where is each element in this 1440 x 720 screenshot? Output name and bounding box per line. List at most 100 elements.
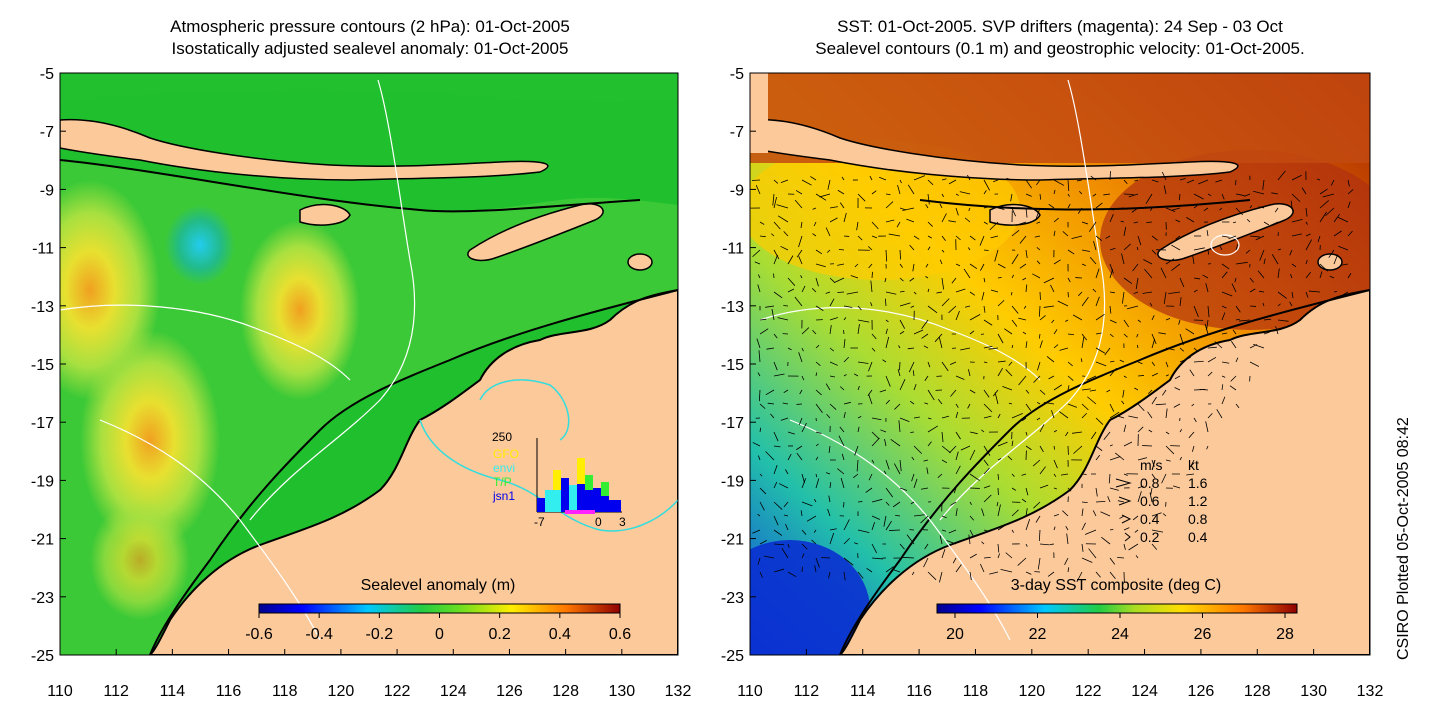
velocity-arrow [1025, 445, 1032, 451]
velocity-arrow [1216, 409, 1223, 419]
velocity-arrow [955, 508, 958, 517]
velocity-arrow [1151, 372, 1159, 377]
velocity-arrow [1228, 235, 1237, 240]
velocity-arrow [1163, 185, 1167, 195]
velocity-arrow [1246, 219, 1251, 223]
velocity-arrow [843, 374, 847, 377]
velocity-arrow [938, 336, 943, 349]
velocity-arrow [1146, 221, 1153, 224]
axis-labels: 110 112 114 116 118 120 122 124 126 128 130 132 -5 -7… [31, 66, 1384, 700]
velocity-arrow [814, 565, 817, 573]
velocity-arrow [771, 233, 775, 237]
inset-x-tick-2: 3 [619, 515, 626, 529]
velocity-arrow [1095, 235, 1103, 241]
velocity-arrow [1011, 473, 1015, 477]
velocity-arrow [927, 441, 932, 447]
velocity-arrow [1109, 269, 1114, 279]
velocity-arrow [828, 495, 831, 503]
velocity-arrow [939, 571, 943, 583]
velocity-arrow [1067, 567, 1070, 573]
velocity-arrow [1123, 319, 1130, 328]
velocity-arrow [941, 361, 949, 372]
velocity-arrow [1025, 207, 1028, 218]
velocity-arrow [1347, 189, 1354, 195]
velocity-arrow [826, 249, 831, 253]
inset-x-tick-0: -7 [534, 515, 545, 529]
velocity-arrow [1259, 249, 1265, 261]
velocity-arrow [871, 221, 879, 230]
velocity-arrow [843, 557, 854, 566]
velocity-arrow [1093, 241, 1097, 251]
velocity-arrow [941, 549, 946, 559]
velocity-arrow [952, 557, 957, 564]
velocity-arrow [1136, 344, 1139, 349]
velocity-arrow [1119, 359, 1125, 363]
velocity-arrow [800, 221, 803, 229]
velocity-arrow [843, 356, 850, 363]
velocity-arrow [1149, 492, 1153, 503]
velocity-arrow [1123, 179, 1128, 185]
velocity-arrow [925, 276, 929, 279]
velocity-arrow [1333, 290, 1338, 293]
velocity-arrow [799, 389, 803, 395]
velocity-arrow [1333, 230, 1342, 237]
velocity-arrow [815, 277, 819, 287]
velocity-arrow [997, 504, 1001, 517]
velocity-arrow [801, 553, 805, 559]
velocity-arrow [1172, 485, 1181, 489]
velocity-arrow [983, 529, 988, 532]
velocity-arrow [948, 220, 957, 223]
left-y-tick-label: -23 [31, 590, 54, 607]
velocity-arrow [1221, 291, 1233, 297]
velocity-legend-kt: 1.6 [1188, 475, 1208, 491]
velocity-arrow [1205, 283, 1209, 293]
velocity-arrow [1165, 408, 1168, 419]
velocity-arrow [989, 221, 999, 231]
velocity-arrow [1322, 193, 1335, 198]
velocity-arrow [1095, 500, 1106, 503]
velocity-arrow [1122, 389, 1125, 398]
velocity-arrow [1206, 230, 1209, 237]
inset-drifter-marks [565, 510, 595, 514]
velocity-arrow [899, 263, 904, 268]
velocity-arrow [1034, 235, 1041, 238]
velocity-arrow [1123, 543, 1126, 550]
velocity-arrow [969, 449, 976, 461]
velocity-legend-header-ms: m/s [1140, 457, 1163, 473]
velocity-arrow [1137, 375, 1145, 377]
velocity-arrow [1051, 410, 1055, 419]
velocity-arrow [796, 249, 803, 258]
velocity-arrow [1121, 400, 1125, 405]
velocity-arrow [825, 472, 831, 475]
velocity-arrow [819, 193, 831, 198]
velocity-arrow [948, 529, 957, 534]
velocity-arrow [1089, 389, 1097, 392]
velocity-arrow [1053, 384, 1062, 391]
velocity-arrow [1325, 207, 1335, 217]
velocity-arrow [787, 255, 794, 265]
velocity-arrow [1025, 284, 1028, 293]
right-colorbar-tick-labels: 20 22 24 26 28 [946, 613, 1294, 643]
velocity-arrow [798, 417, 803, 425]
velocity-arrow [829, 317, 838, 321]
velocity-arrow [1207, 371, 1213, 377]
velocity-arrow [1179, 333, 1184, 346]
velocity-arrow [1025, 179, 1032, 189]
velocity-arrow [955, 403, 959, 408]
velocity-arrow [1025, 431, 1028, 436]
velocity-arrow [843, 317, 847, 321]
velocity-arrow [1119, 515, 1125, 519]
velocity-arrow [865, 487, 873, 493]
velocity-arrow [1207, 346, 1217, 349]
velocity-arrow [983, 467, 990, 475]
velocity-arrow [1043, 277, 1055, 284]
right-x-tick-label: 124 [1131, 683, 1158, 700]
velocity-arrow [801, 327, 810, 335]
velocity-arrow [1263, 221, 1270, 226]
velocity-arrow [1151, 543, 1158, 550]
velocity-arrow [1305, 259, 1308, 265]
right-island-timor [1157, 203, 1294, 262]
left-sealevel-contour-3 [99, 419, 321, 641]
velocity-arrow [955, 207, 959, 216]
left-island-java-strip [60, 118, 549, 181]
